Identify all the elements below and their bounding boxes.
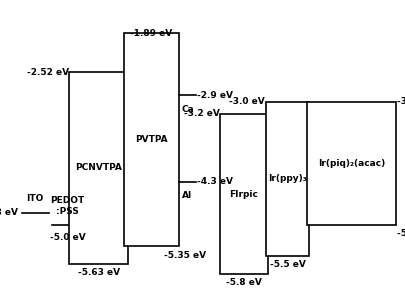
Bar bbox=[220, 114, 267, 274]
Text: -1.89 eV: -1.89 eV bbox=[130, 29, 172, 38]
Text: -2.9 eV: -2.9 eV bbox=[196, 91, 232, 100]
Text: -5.63 eV: -5.63 eV bbox=[77, 268, 119, 277]
Text: -5.0 eV: -5.0 eV bbox=[49, 233, 85, 242]
Text: -5.5 eV: -5.5 eV bbox=[269, 260, 305, 269]
Text: FIrpic: FIrpic bbox=[229, 189, 258, 199]
Text: PCNVTPA: PCNVTPA bbox=[75, 163, 122, 172]
Text: PVTPA: PVTPA bbox=[135, 135, 167, 144]
Bar bbox=[124, 33, 179, 246]
Text: -4.8 eV: -4.8 eV bbox=[0, 208, 18, 217]
Text: Ir(ppy)₃: Ir(ppy)₃ bbox=[267, 174, 306, 183]
Text: -3.2 eV: -3.2 eV bbox=[183, 109, 219, 119]
Text: PEDOT
:PSS: PEDOT :PSS bbox=[50, 196, 84, 216]
Bar bbox=[69, 72, 128, 264]
Bar bbox=[265, 102, 308, 256]
Text: -5.35 eV: -5.35 eV bbox=[163, 251, 205, 260]
Text: ITO: ITO bbox=[26, 194, 43, 203]
Text: Ir(piq)₂(acac): Ir(piq)₂(acac) bbox=[317, 159, 384, 168]
Text: -3.0 eV: -3.0 eV bbox=[229, 97, 264, 106]
Text: -5.8 eV: -5.8 eV bbox=[226, 278, 261, 287]
Text: Ca: Ca bbox=[181, 105, 193, 114]
Text: -4.3 eV: -4.3 eV bbox=[196, 177, 232, 186]
Text: -3.0 eV: -3.0 eV bbox=[396, 97, 405, 106]
Text: Al: Al bbox=[182, 191, 192, 200]
Text: -2.52 eV: -2.52 eV bbox=[26, 67, 68, 77]
Text: -5.0 eV: -5.0 eV bbox=[396, 229, 405, 238]
Bar bbox=[307, 102, 395, 225]
